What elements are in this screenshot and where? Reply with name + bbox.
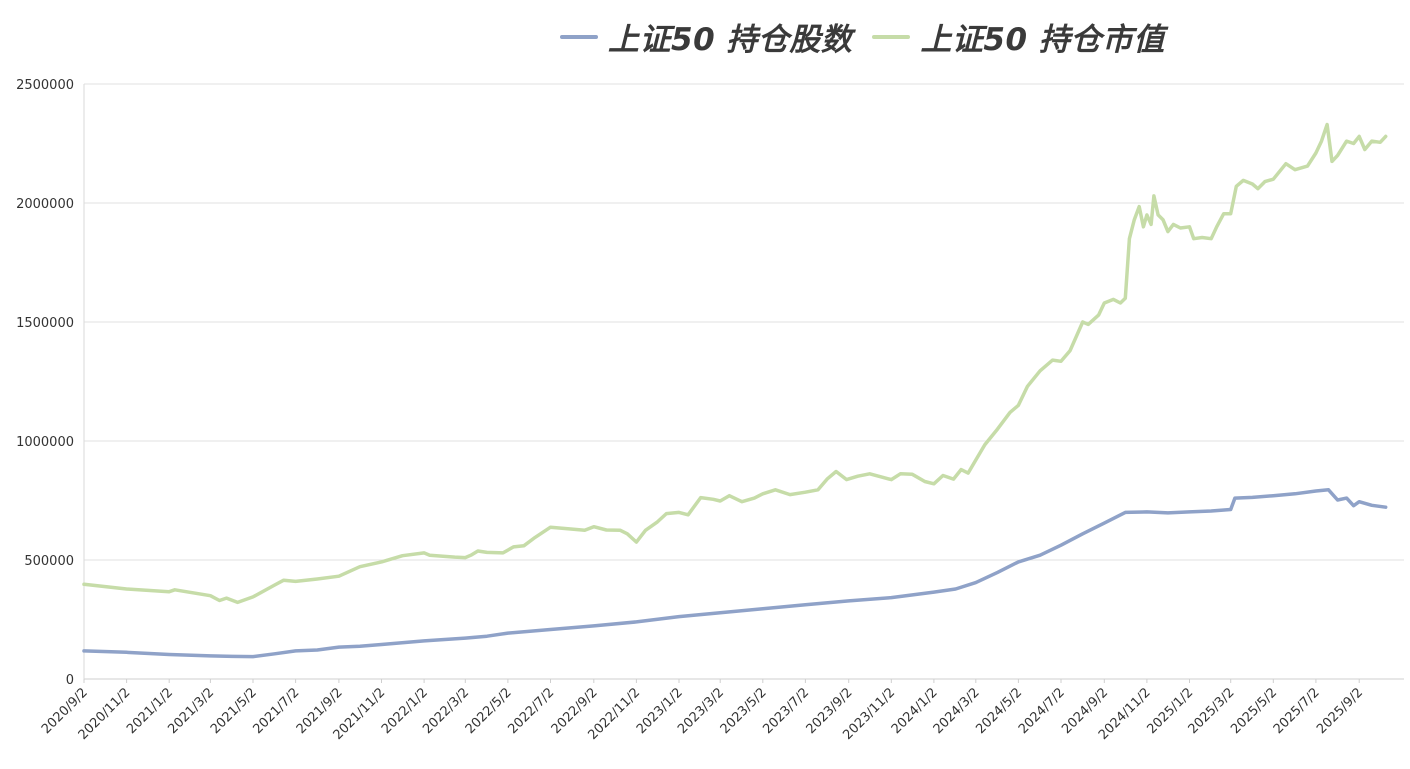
legend-swatch-market-value — [872, 34, 911, 39]
legend-swatch-shares — [560, 34, 598, 39]
legend: 上证50 持仓股数 上证50 持仓市值 — [560, 14, 1175, 59]
y-tick-label: 500000 — [24, 554, 74, 569]
x-tick-label: 2025/9/2 — [1314, 685, 1366, 737]
x-tick-label: 2021/7/2 — [251, 685, 303, 737]
series-line-shares — [82, 488, 1388, 659]
x-tick-label: 2025/7/2 — [1271, 685, 1323, 737]
y-tick-label: 2000000 — [16, 197, 74, 212]
legend-item-market-value: 上证50 持仓市值 — [872, 14, 1164, 59]
legend-label-shares: 上证50 持仓股数 — [608, 22, 853, 58]
series-line-market-value — [82, 122, 1388, 605]
legend-label-market-value: 上证50 持仓市值 — [920, 22, 1165, 58]
x-tick-label: 2023/7/2 — [760, 685, 812, 737]
x-tick-label: 2024/7/2 — [1016, 685, 1068, 737]
x-tick-label: 2022/7/2 — [505, 685, 557, 737]
y-tick-label: 0 — [66, 673, 74, 688]
y-tick-label: 1000000 — [16, 435, 74, 450]
y-tick-label: 1500000 — [16, 316, 74, 331]
legend-item-shares: 上证50 持仓股数 — [560, 14, 852, 59]
y-tick-label: 2500000 — [16, 78, 74, 93]
